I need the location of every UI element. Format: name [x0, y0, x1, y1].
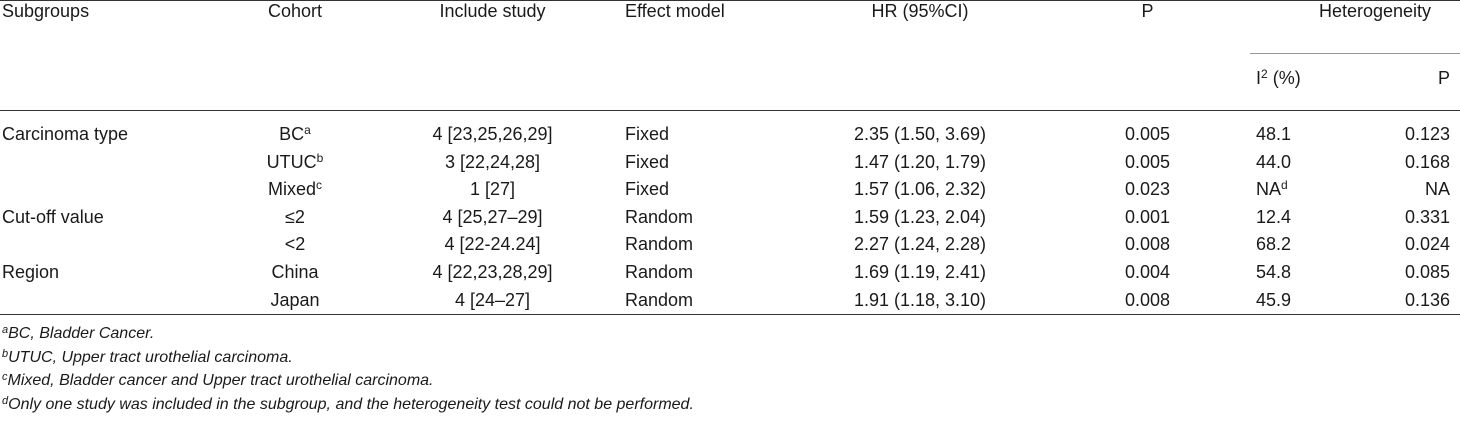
hr-cell: 1.47 (1.20, 1.79) — [853, 151, 987, 172]
i2-cell: 54.8 — [1256, 261, 1292, 282]
hr-cell: 2.27 (1.24, 2.28) — [853, 234, 987, 255]
subgroup-cell — [0, 149, 230, 177]
table-body: Carcinoma type BCa 4 [23,25,26,29] Fixed 2.3… — [0, 111, 1460, 315]
subgroup-cell — [0, 287, 230, 315]
cohort-cell: UTUCb — [266, 150, 324, 172]
heterogeneity-p-cell: 0.136 — [1404, 289, 1451, 310]
include-study-cell: 1 [27] — [469, 179, 516, 200]
include-study-cell: 4 [23,25,26,29] — [432, 124, 553, 144]
header-include-study: Include study — [439, 1, 546, 21]
i2-cell: 12.4 — [1256, 206, 1292, 227]
header-i2: I2 (%) — [1256, 67, 1301, 88]
table-row: Carcinoma type BCa 4 [23,25,26,29] Fixed 2.3… — [0, 121, 1460, 149]
subgroup-cell — [0, 176, 230, 204]
effect-model-cell: Fixed — [625, 151, 670, 172]
heterogeneity-p-cell: 0.024 — [1404, 234, 1451, 255]
effect-model-cell: Fixed — [625, 179, 670, 200]
heterogeneity-p-cell: 0.085 — [1404, 261, 1451, 282]
cohort-cell: ≤2 — [285, 206, 305, 227]
i2-cell: 68.2 — [1256, 234, 1292, 255]
hr-cell: 1.57 (1.06, 2.32) — [853, 179, 987, 200]
header-effect-model: Effect model — [625, 1, 725, 21]
footnote: cMixed, Bladder cancer and Upper tract u… — [2, 371, 434, 390]
table-row: Mixedc 1 [27] Fixed 1.57 (1.06, 2.32) 0.023 N… — [0, 176, 1460, 204]
p-cell: 0.008 — [1124, 289, 1171, 310]
i2-cell: NAd — [1256, 178, 1288, 200]
hr-cell: 2.35 (1.50, 3.69) — [853, 124, 987, 144]
heterogeneity-p-cell: NA — [1425, 179, 1451, 200]
p-cell: 0.008 — [1124, 234, 1171, 255]
heterogeneity-p-cell: 0.331 — [1404, 206, 1451, 227]
subgroup-analysis-table: Subgroups Cohort Include study Effect mo… — [0, 0, 1460, 315]
p-cell: 0.001 — [1124, 206, 1171, 227]
include-study-cell: 4 [22-24.24] — [444, 234, 541, 255]
subgroup-cell: Cut-off value — [2, 206, 104, 227]
effect-model-cell: Random — [625, 289, 694, 310]
footnote: dOnly one study was included in the subg… — [2, 394, 694, 413]
effect-model-cell: Fixed — [625, 124, 670, 144]
hr-cell: 1.91 (1.18, 3.10) — [853, 289, 987, 310]
effect-model-cell: Random — [625, 234, 694, 255]
p-cell: 0.005 — [1124, 151, 1171, 172]
table-row: UTUCb 3 [22,24,28] Fixed 1.47 (1.20, 1.79) 0… — [0, 149, 1460, 177]
heterogeneity-p-cell: 0.168 — [1404, 151, 1451, 172]
table-row: <2 4 [22-24.24] Random 2.27 (1.24, 2.28) 0.0… — [0, 231, 1460, 259]
include-study-cell: 3 [22,24,28] — [444, 151, 541, 172]
i2-cell: 45.9 — [1256, 289, 1292, 310]
subgroup-cell — [0, 231, 230, 259]
heterogeneity-p-cell: 0.123 — [1404, 124, 1451, 144]
p-cell: 0.005 — [1124, 124, 1171, 144]
table-row: Japan 4 [24–27] Random 1.91 (1.18, 3.10) 0.0… — [0, 287, 1460, 315]
subgroup-cell: Region — [2, 261, 60, 282]
header-p: P — [1141, 1, 1154, 21]
p-cell: 0.023 — [1124, 179, 1171, 200]
i2-cell: 44.0 — [1256, 151, 1292, 172]
hr-cell: 1.59 (1.23, 2.04) — [853, 206, 987, 227]
hr-cell: 1.69 (1.19, 2.41) — [853, 261, 987, 282]
table-row: Region China 4 [22,23,28,29] Random 1.69 (1.… — [0, 259, 1460, 287]
subgroup-cell: Carcinoma type — [2, 124, 129, 144]
header-hr: HR (95%CI) — [871, 1, 969, 21]
include-study-cell: 4 [24–27] — [454, 289, 531, 310]
cohort-cell: Japan — [270, 289, 320, 310]
cohort-cell: BCa — [279, 123, 311, 144]
cohort-cell: Mixedc — [267, 178, 322, 200]
cohort-cell: China — [271, 261, 319, 282]
header-subgroups: Subgroups — [2, 1, 90, 21]
footnote: aBC, Bladder Cancer. — [2, 324, 155, 343]
effect-model-cell: Random — [625, 261, 694, 282]
include-study-cell: 4 [25,27–29] — [442, 206, 543, 227]
effect-model-cell: Random — [625, 206, 694, 227]
footnotes: aBC, Bladder Cancer. bUTUC, Upper tract u… — [2, 322, 694, 416]
header-heterogeneity-p: P — [1438, 68, 1451, 88]
i2-cell: 48.1 — [1256, 124, 1292, 144]
table-row: Cut-off value ≤2 4 [25,27–29] Random 1.59 (1… — [0, 204, 1460, 232]
header-cohort: Cohort — [267, 1, 323, 21]
footnote: bUTUC, Upper tract urothelial carcinoma. — [2, 347, 293, 366]
header-heterogeneity: Heterogeneity — [1250, 0, 1460, 54]
include-study-cell: 4 [22,23,28,29] — [432, 261, 553, 282]
cohort-cell: <2 — [284, 234, 306, 255]
p-cell: 0.004 — [1124, 261, 1171, 282]
